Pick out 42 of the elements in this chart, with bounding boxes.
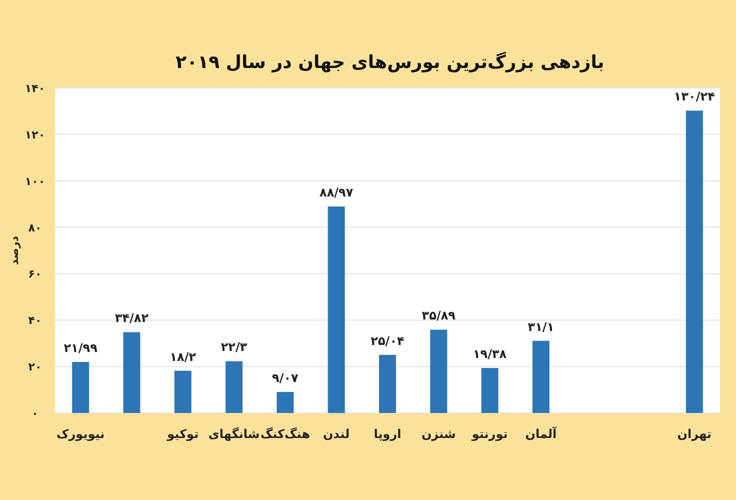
bar	[532, 340, 550, 413]
bar	[123, 332, 140, 413]
data-label: ۳۴/۸۲	[114, 311, 150, 326]
y-axis-title: درصد	[8, 236, 21, 265]
x-tick-label: توکیو	[166, 427, 199, 441]
bar	[481, 368, 498, 413]
bar	[72, 362, 90, 413]
data-label: ۲۵/۰۴	[370, 334, 404, 348]
data-label: ۳۵/۸۹	[422, 308, 456, 323]
x-tick-label: تورنتو	[470, 427, 508, 441]
data-label: ۱۳۰/۲۴	[674, 90, 715, 104]
data-label: ۱۸/۲	[170, 350, 197, 364]
y-tick-label: ۱۴۰	[24, 82, 46, 95]
y-tick-label: ۶۰	[28, 268, 42, 281]
y-tick-label: ۱۰۰	[24, 174, 46, 188]
bar	[328, 206, 345, 413]
data-label: ۲۲/۳	[220, 340, 248, 354]
bar	[226, 361, 243, 413]
x-tick-label: هنگ‌کنگ	[260, 427, 310, 441]
chart-title: بازدهی بزرگ‌ترین بورس‌های جهان در سال ۲۰۱۹	[176, 51, 604, 73]
bar	[430, 330, 448, 413]
x-tick-label: شانگهای	[208, 427, 260, 441]
x-tick-label: شنزن	[421, 427, 456, 441]
bar	[686, 110, 703, 413]
data-label: ۸۸/۹۷	[320, 185, 354, 200]
data-label: ۲۱/۹۹	[64, 340, 98, 355]
y-tick-label: ۸۰	[28, 221, 42, 234]
x-tick-label: لندن	[323, 427, 350, 441]
x-tick-label: آلمان	[525, 426, 558, 441]
y-tick-label: ۴۰	[28, 314, 42, 328]
x-tick-label: نیویورک	[56, 427, 105, 441]
data-label: ۳۱/۱	[528, 320, 554, 334]
bar	[174, 370, 192, 413]
bar	[379, 354, 396, 413]
data-label: ۱۹/۳۸	[472, 347, 508, 362]
y-tick-label: ۲۰	[28, 360, 42, 374]
data-label: ۹/۰۷	[272, 370, 300, 385]
x-tick-label: تهران	[677, 427, 712, 441]
y-tick-label: ۰	[32, 407, 38, 420]
y-tick-label: ۱۲۰	[24, 128, 46, 142]
bar	[276, 392, 294, 413]
x-tick-label: اروپا	[374, 427, 402, 441]
